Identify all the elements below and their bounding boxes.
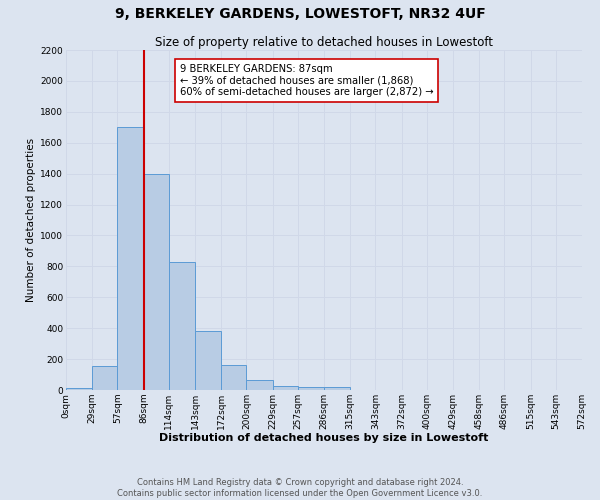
Text: Contains HM Land Registry data © Crown copyright and database right 2024.
Contai: Contains HM Land Registry data © Crown c… [118,478,482,498]
Y-axis label: Number of detached properties: Number of detached properties [26,138,36,302]
Bar [143,174,169,390]
Title: Size of property relative to detached houses in Lowestoft: Size of property relative to detached ho… [155,36,493,49]
Bar [169,262,195,390]
Text: 9 BERKELEY GARDENS: 87sqm
← 39% of detached houses are smaller (1,868)
60% of se: 9 BERKELEY GARDENS: 87sqm ← 39% of detac… [179,64,433,97]
Bar [195,332,221,390]
X-axis label: Distribution of detached houses by size in Lowestoft: Distribution of detached houses by size … [160,434,488,444]
Text: 9, BERKELEY GARDENS, LOWESTOFT, NR32 4UF: 9, BERKELEY GARDENS, LOWESTOFT, NR32 4UF [115,8,485,22]
Bar [221,366,247,390]
Bar [324,387,350,390]
Bar [92,366,118,390]
Bar [118,128,143,390]
Bar [247,380,272,390]
Bar [272,386,298,390]
Bar [298,387,324,390]
Bar [66,388,92,390]
